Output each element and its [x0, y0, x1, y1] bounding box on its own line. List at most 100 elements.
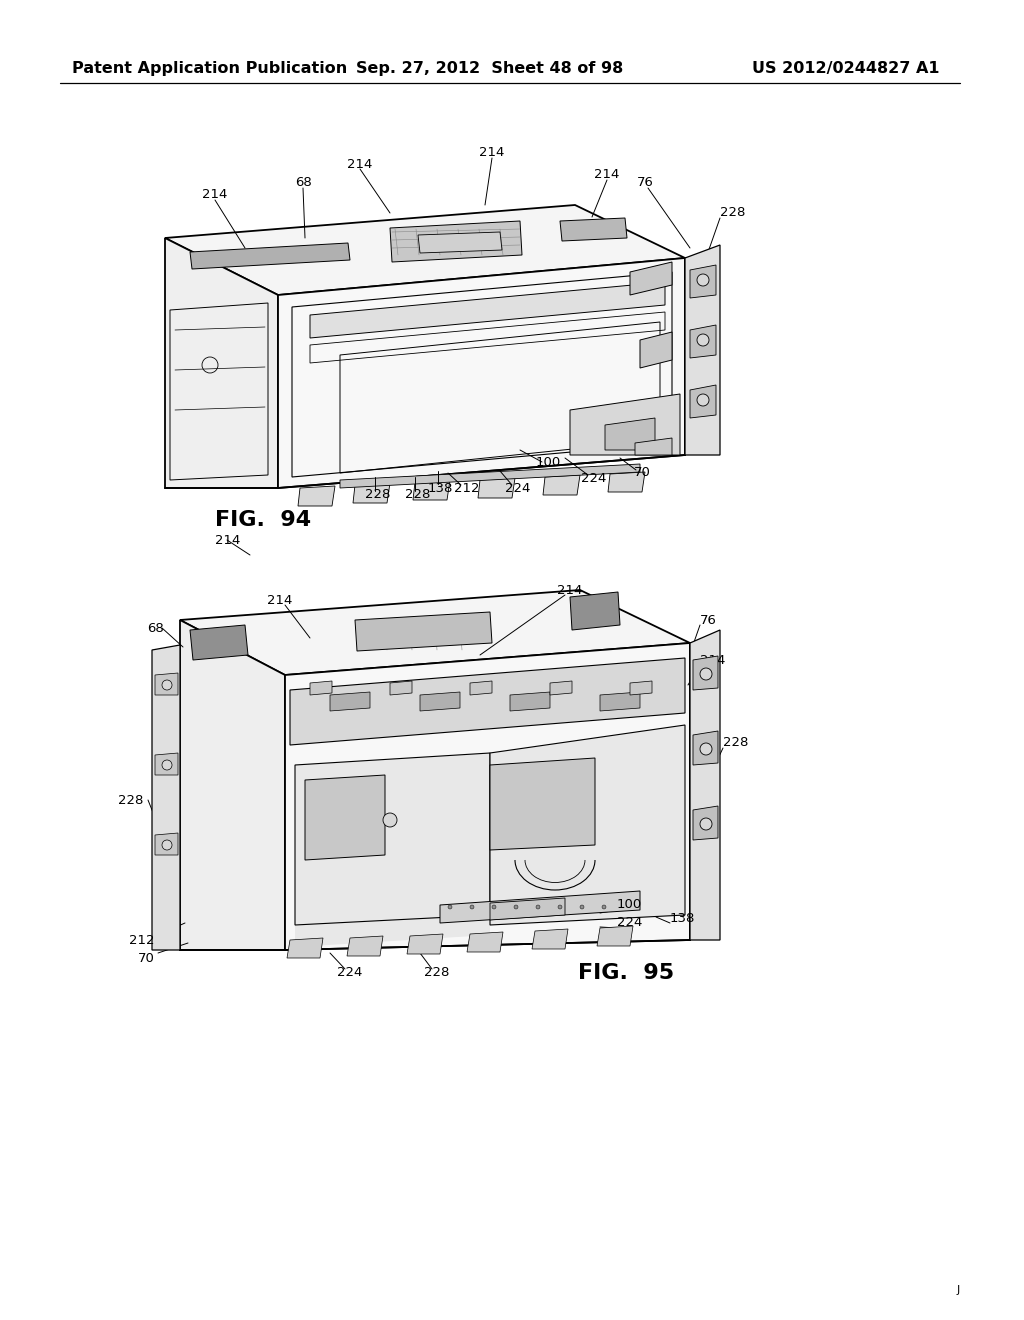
- Text: 76: 76: [637, 177, 653, 190]
- Polygon shape: [570, 393, 680, 455]
- Circle shape: [492, 906, 496, 909]
- Polygon shape: [635, 438, 672, 455]
- Polygon shape: [470, 681, 492, 696]
- Polygon shape: [605, 418, 655, 450]
- Polygon shape: [490, 725, 685, 925]
- Polygon shape: [390, 220, 522, 261]
- Polygon shape: [298, 486, 335, 506]
- Text: 224: 224: [582, 471, 606, 484]
- Polygon shape: [630, 681, 652, 696]
- Text: 224: 224: [337, 966, 362, 979]
- Circle shape: [580, 906, 584, 909]
- Polygon shape: [690, 630, 720, 940]
- Polygon shape: [685, 246, 720, 455]
- Text: 228: 228: [424, 966, 450, 979]
- Text: 228: 228: [118, 793, 143, 807]
- Polygon shape: [155, 833, 178, 855]
- Text: Sep. 27, 2012  Sheet 48 of 98: Sep. 27, 2012 Sheet 48 of 98: [356, 61, 624, 75]
- Polygon shape: [165, 238, 278, 488]
- Circle shape: [558, 906, 562, 909]
- Polygon shape: [640, 333, 672, 368]
- Polygon shape: [543, 475, 580, 495]
- Circle shape: [162, 760, 172, 770]
- Polygon shape: [690, 325, 716, 358]
- Polygon shape: [305, 775, 385, 861]
- Polygon shape: [490, 898, 565, 920]
- Polygon shape: [347, 936, 383, 956]
- Text: US 2012/0244827 A1: US 2012/0244827 A1: [753, 61, 940, 75]
- Polygon shape: [295, 752, 490, 925]
- Text: 228: 228: [720, 206, 745, 219]
- Polygon shape: [290, 657, 685, 744]
- Text: 228: 228: [366, 488, 391, 502]
- Text: 100: 100: [536, 455, 560, 469]
- Polygon shape: [152, 645, 180, 950]
- Polygon shape: [180, 590, 690, 675]
- Text: 214: 214: [479, 147, 505, 160]
- Text: Patent Application Publication: Patent Application Publication: [72, 61, 347, 75]
- Text: 214: 214: [347, 157, 373, 170]
- Polygon shape: [597, 927, 633, 946]
- Polygon shape: [570, 591, 620, 630]
- Circle shape: [383, 813, 397, 828]
- Circle shape: [602, 906, 606, 909]
- Polygon shape: [690, 385, 716, 418]
- Circle shape: [449, 906, 452, 909]
- Polygon shape: [418, 232, 502, 253]
- Polygon shape: [190, 624, 248, 660]
- Text: 76: 76: [700, 614, 717, 627]
- Polygon shape: [467, 932, 503, 952]
- Text: 214: 214: [203, 189, 227, 202]
- Text: 214: 214: [267, 594, 293, 606]
- Text: 68: 68: [295, 177, 311, 190]
- Polygon shape: [390, 681, 412, 696]
- Polygon shape: [278, 257, 685, 488]
- Text: 138: 138: [670, 912, 695, 924]
- Polygon shape: [478, 478, 515, 498]
- Text: 224: 224: [505, 482, 530, 495]
- Polygon shape: [353, 483, 390, 503]
- Circle shape: [700, 668, 712, 680]
- Circle shape: [536, 906, 540, 909]
- Text: 224: 224: [617, 916, 642, 929]
- Polygon shape: [490, 758, 595, 850]
- Polygon shape: [165, 205, 685, 294]
- Text: 70: 70: [138, 952, 155, 965]
- Circle shape: [162, 680, 172, 690]
- Polygon shape: [693, 807, 718, 840]
- Polygon shape: [190, 243, 350, 269]
- Polygon shape: [340, 465, 640, 488]
- Polygon shape: [693, 731, 718, 766]
- Text: 68: 68: [146, 622, 164, 635]
- Polygon shape: [690, 265, 716, 298]
- Polygon shape: [532, 929, 568, 949]
- Polygon shape: [310, 681, 332, 696]
- Polygon shape: [693, 656, 718, 690]
- Text: 214: 214: [700, 653, 725, 667]
- Polygon shape: [608, 473, 645, 492]
- Text: 138: 138: [427, 482, 453, 495]
- Polygon shape: [155, 752, 178, 775]
- Text: 228: 228: [406, 488, 431, 502]
- Polygon shape: [155, 673, 178, 696]
- Text: 100: 100: [617, 899, 642, 912]
- Polygon shape: [310, 282, 665, 338]
- Polygon shape: [355, 612, 492, 651]
- Circle shape: [162, 840, 172, 850]
- Polygon shape: [285, 643, 690, 950]
- Text: 214: 214: [557, 583, 583, 597]
- Polygon shape: [510, 692, 550, 711]
- Polygon shape: [550, 681, 572, 696]
- Text: 214: 214: [594, 169, 620, 181]
- Polygon shape: [440, 891, 640, 923]
- Text: 214: 214: [215, 533, 241, 546]
- Polygon shape: [180, 620, 285, 950]
- Polygon shape: [413, 480, 450, 500]
- Text: FIG.  94: FIG. 94: [215, 510, 311, 531]
- Circle shape: [700, 818, 712, 830]
- Text: 212: 212: [129, 933, 155, 946]
- Polygon shape: [600, 692, 640, 711]
- Circle shape: [697, 393, 709, 407]
- Text: 212: 212: [455, 482, 480, 495]
- Text: 228: 228: [723, 737, 749, 750]
